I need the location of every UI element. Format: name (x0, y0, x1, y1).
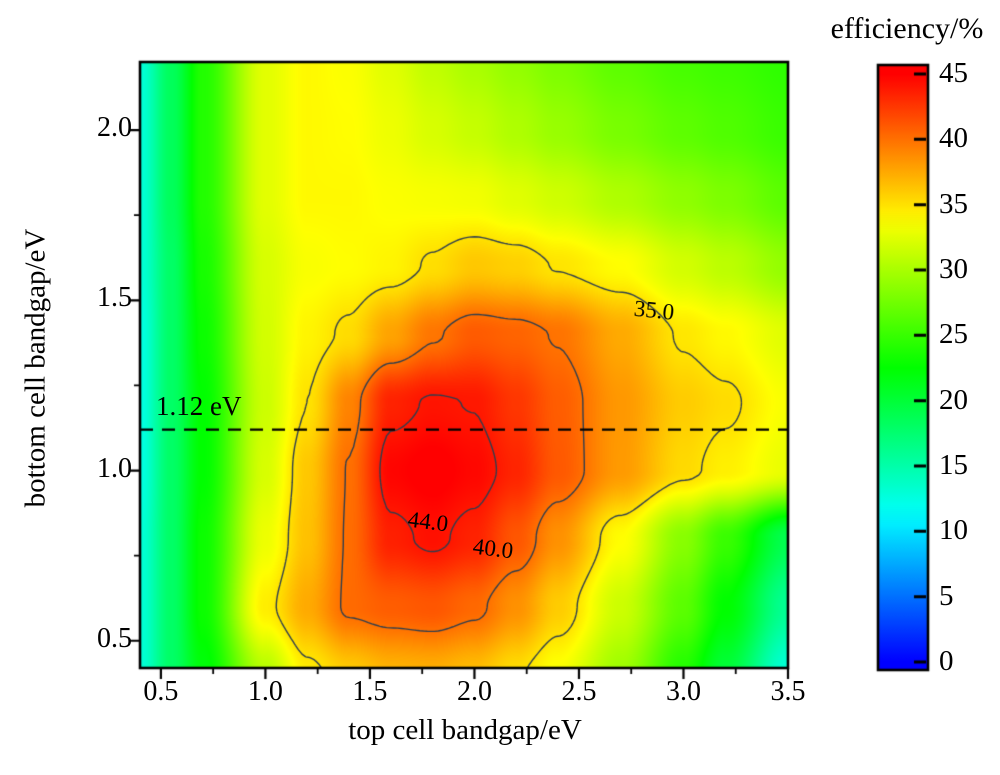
y-tick-label: 2.0 (97, 112, 132, 144)
x-tick-label: 1.0 (247, 676, 283, 707)
colorbar-tick-label: 5 (939, 579, 954, 612)
colorbar-tick-label: 10 (939, 514, 968, 547)
x-axis-title: top cell bandgap/eV (348, 714, 582, 746)
colorbar-tick-label: 0 (939, 645, 954, 677)
y-axis-title: bottom cell bandgap/eV (19, 228, 52, 508)
colorbar-tick-label: 30 (939, 253, 968, 285)
x-tick-label: 2.5 (561, 676, 597, 707)
colorbar-tick-label: 35 (939, 187, 968, 220)
colorbar-tick-label: 40 (939, 122, 968, 155)
colorbar-tick-label: 20 (939, 383, 968, 416)
colorbar-tick-label: 25 (939, 318, 968, 351)
colorbar-tick-label: 15 (939, 449, 968, 481)
contour-label-40: 40.0 (471, 533, 515, 564)
colorbar-title: efficiency/% (830, 12, 984, 45)
contour-label-44: 44.0 (407, 506, 451, 536)
y-tick-label: 1.0 (97, 452, 132, 484)
x-tick-label: 2.0 (456, 676, 492, 707)
y-tick-label: 0.5 (97, 622, 132, 654)
x-tick-label: 0.5 (143, 676, 179, 707)
y-tick-label: 1.5 (97, 282, 132, 314)
x-tick-label: 3.5 (770, 676, 806, 707)
colorbar-tick-label: 45 (939, 57, 968, 89)
silicon-bandgap-annotation: 1.12 eV (156, 391, 242, 421)
contour-label-35: 35.0 (632, 295, 676, 325)
x-tick-label: 3.0 (665, 676, 701, 707)
x-tick-label: 1.5 (352, 676, 388, 707)
